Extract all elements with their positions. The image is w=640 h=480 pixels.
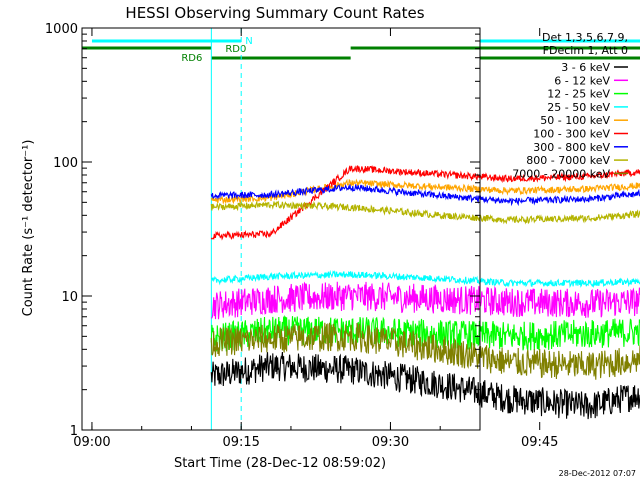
series-line-300-800-kev — [210, 183, 640, 207]
chart-title: HESSI Observing Summary Count Rates — [125, 4, 424, 22]
x-tick-label-2: 09:30 — [372, 435, 409, 450]
x-tick-label-3: 09:45 — [521, 435, 558, 450]
bar-label-rd0: RD0 — [225, 44, 246, 55]
legend-label-12-25-kev: 12 - 25 keV — [547, 88, 610, 101]
legend-label-25-50-kev: 25 - 50 keV — [547, 101, 610, 114]
series-group — [210, 164, 640, 420]
bar-label-rd6: RD6 — [181, 53, 202, 64]
timestamp: 28-Dec-2012 07:07 — [559, 469, 636, 478]
legend-header-line-1: Det 1,3,5,6,7,9, — [542, 31, 628, 44]
series-line-6-12-kev — [210, 281, 640, 320]
y-axis: 1 10 100 1000 — [45, 22, 480, 439]
y-tick-label-2: 100 — [53, 156, 78, 171]
legend: Det 1,3,5,6,7,9, FDecim 1, Att 0 3 - 6 k… — [512, 31, 628, 180]
series-line-7000-20000-kev — [210, 322, 640, 380]
x-axis-label: Start Time (28-Dec-12 08:59:02) — [174, 456, 386, 471]
series-line-50-100-kev — [210, 178, 640, 205]
legend-header-line-2: FDecim 1, Att 0 — [543, 44, 628, 57]
legend-label-50-100-kev: 50 - 100 keV — [540, 114, 610, 127]
series-line-100-300-kev — [210, 164, 640, 241]
y-tick-label-0: 1 — [70, 424, 78, 439]
series-line-25-50-kev — [211, 269, 640, 289]
x-tick-label-1: 09:15 — [222, 435, 259, 450]
series-line-800-7000-kev — [210, 200, 640, 225]
legend-label-300-800-kev: 300 - 800 keV — [533, 141, 610, 154]
legend-label-7000-20000-kev: 7000 - 20000 keV — [512, 167, 610, 180]
event-markers — [210, 28, 242, 430]
bar-label-n: N — [245, 36, 252, 47]
legend-label-3-6-kev: 3 - 6 keV — [561, 61, 610, 74]
y-axis-label: Count Rate (s⁻¹ detector⁻¹) — [21, 140, 36, 317]
legend-label-800-7000-kev: 800 - 7000 keV — [526, 154, 610, 167]
plot-frame — [81, 27, 481, 431]
legend-label-6-12-kev: 6 - 12 keV — [554, 74, 610, 87]
y-tick-label-1: 10 — [61, 290, 78, 305]
x-tick-label-0: 09:00 — [73, 435, 110, 450]
y-tick-label-3: 1000 — [45, 22, 78, 37]
series-line-3-6-kev — [210, 351, 640, 420]
series-line-12-25-kev — [210, 314, 640, 352]
legend-label-100-300-kev: 100 - 300 keV — [533, 128, 610, 141]
